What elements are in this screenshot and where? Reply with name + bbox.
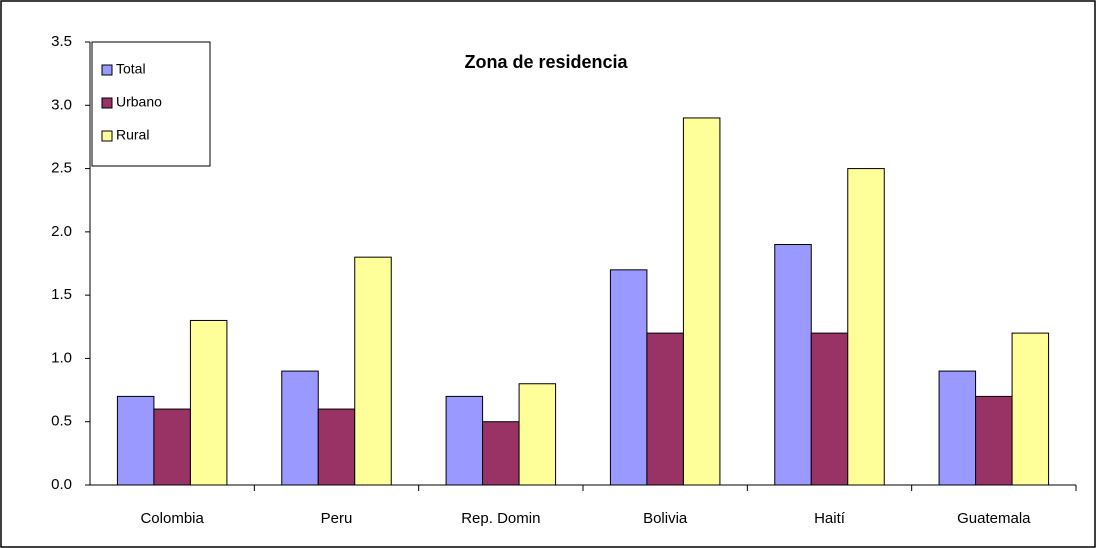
x-tick-label: Guatemala xyxy=(957,510,1031,527)
bar xyxy=(1011,332,1050,486)
y-tick-label: 2.5 xyxy=(51,160,72,177)
y-tick-label: 1.0 xyxy=(51,349,72,366)
bar xyxy=(682,117,721,486)
legend-label: Rural xyxy=(116,127,149,143)
bar xyxy=(847,168,885,486)
bar xyxy=(189,319,228,486)
bar xyxy=(938,370,977,486)
y-tick-label: 3.5 xyxy=(51,33,72,50)
legend-swatch xyxy=(101,130,113,142)
legend-swatch xyxy=(101,97,113,109)
bar xyxy=(810,332,849,486)
chart-title: Zona de residencia xyxy=(464,52,628,72)
x-tick-label: Bolivia xyxy=(643,510,688,527)
bar xyxy=(317,408,356,486)
bar xyxy=(482,421,520,486)
y-tick-label: 2.0 xyxy=(51,223,72,240)
x-tick-label: Rep. Domin xyxy=(461,510,540,527)
x-tick-label: Colombia xyxy=(140,510,204,527)
bar xyxy=(354,256,392,486)
y-tick-label: 0.5 xyxy=(51,413,72,430)
bar xyxy=(609,269,648,486)
bar xyxy=(774,244,812,486)
x-tick-label: Haití xyxy=(814,510,846,527)
bar xyxy=(975,395,1013,486)
y-tick-label: 0.0 xyxy=(51,476,72,493)
bar xyxy=(518,383,557,486)
bar xyxy=(281,370,319,486)
bar xyxy=(116,395,155,486)
y-tick-label: 1.5 xyxy=(51,286,72,303)
bar xyxy=(153,408,191,486)
legend-swatch xyxy=(101,64,113,76)
bar xyxy=(445,395,484,486)
legend-label: Urbano xyxy=(116,94,162,110)
bar xyxy=(646,332,684,486)
x-tick-label: Peru xyxy=(321,510,353,527)
legend-label: Total xyxy=(116,61,146,77)
y-tick-label: 3.0 xyxy=(51,96,72,113)
